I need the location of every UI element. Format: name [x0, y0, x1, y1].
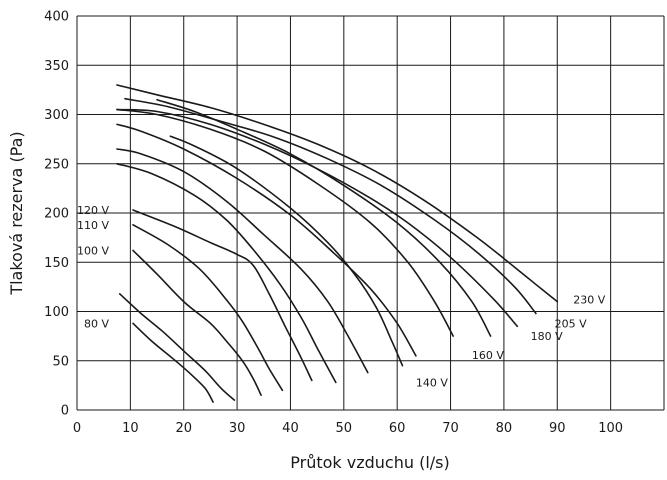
x-tick-label: 60 — [389, 421, 406, 436]
curve-label: 110 V — [77, 219, 109, 232]
x-tick-label: 70 — [442, 421, 459, 436]
series-curve-140v — [169, 135, 404, 367]
series-curve-100v — [132, 249, 262, 396]
curve-label: 230 V — [573, 294, 605, 307]
series-curve-120v — [132, 209, 313, 382]
x-tick-label: 40 — [282, 421, 299, 436]
series-curve-13 — [118, 293, 236, 401]
series-curve-205v — [124, 97, 537, 315]
y-tick-label: 150 — [44, 256, 69, 271]
curve-label: 160 V — [472, 349, 504, 362]
y-tick-label: 250 — [44, 157, 69, 172]
curve-label: 140 V — [416, 376, 448, 389]
x-tick-label: 0 — [73, 421, 81, 436]
x-tick-label: 100 — [598, 421, 623, 436]
series-curve-8 — [116, 148, 369, 374]
y-tick-label: 0 — [61, 404, 69, 419]
grid — [76, 15, 665, 411]
series-curve-80v — [132, 322, 214, 403]
curves — [116, 84, 559, 403]
x-tick-label: 30 — [229, 421, 246, 436]
series-curve-160v — [116, 108, 454, 337]
series-curve-180v — [116, 108, 519, 328]
y-tick-label: 200 — [44, 207, 69, 222]
y-tick-label: 400 — [44, 10, 69, 25]
x-tick-label: 80 — [496, 421, 513, 436]
series-curve-230v — [116, 84, 559, 303]
x-tick-label: 20 — [175, 421, 192, 436]
y-tick-label: 100 — [44, 305, 69, 320]
curve-label: 120 V — [77, 204, 109, 217]
x-tick-label: 50 — [336, 421, 353, 436]
y-axis-title: Tlaková rezerva (Pa) — [7, 131, 26, 295]
tick-labels: 0 10 20 30 40 50 60 70 80 90 100 0 50 100 150 200 250 300… — [44, 10, 623, 437]
curve-label: 100 V — [77, 244, 109, 257]
curve-label: 180 V — [531, 330, 563, 343]
x-tick-label: 10 — [122, 421, 139, 436]
series-curve-6 — [116, 123, 417, 357]
y-tick-label: 350 — [44, 59, 69, 74]
x-tick-label: 90 — [549, 421, 566, 436]
y-tick-label: 300 — [44, 108, 69, 123]
curve-label: 205 V — [555, 317, 587, 330]
y-tick-label: 50 — [52, 354, 69, 369]
curve-label: 80 V — [84, 317, 109, 330]
x-axis-title: Průtok vzduchu (l/s) — [290, 453, 449, 472]
series-curve-4 — [156, 98, 492, 337]
series-curve-9 — [116, 163, 337, 384]
series-curve-110v — [132, 224, 284, 392]
